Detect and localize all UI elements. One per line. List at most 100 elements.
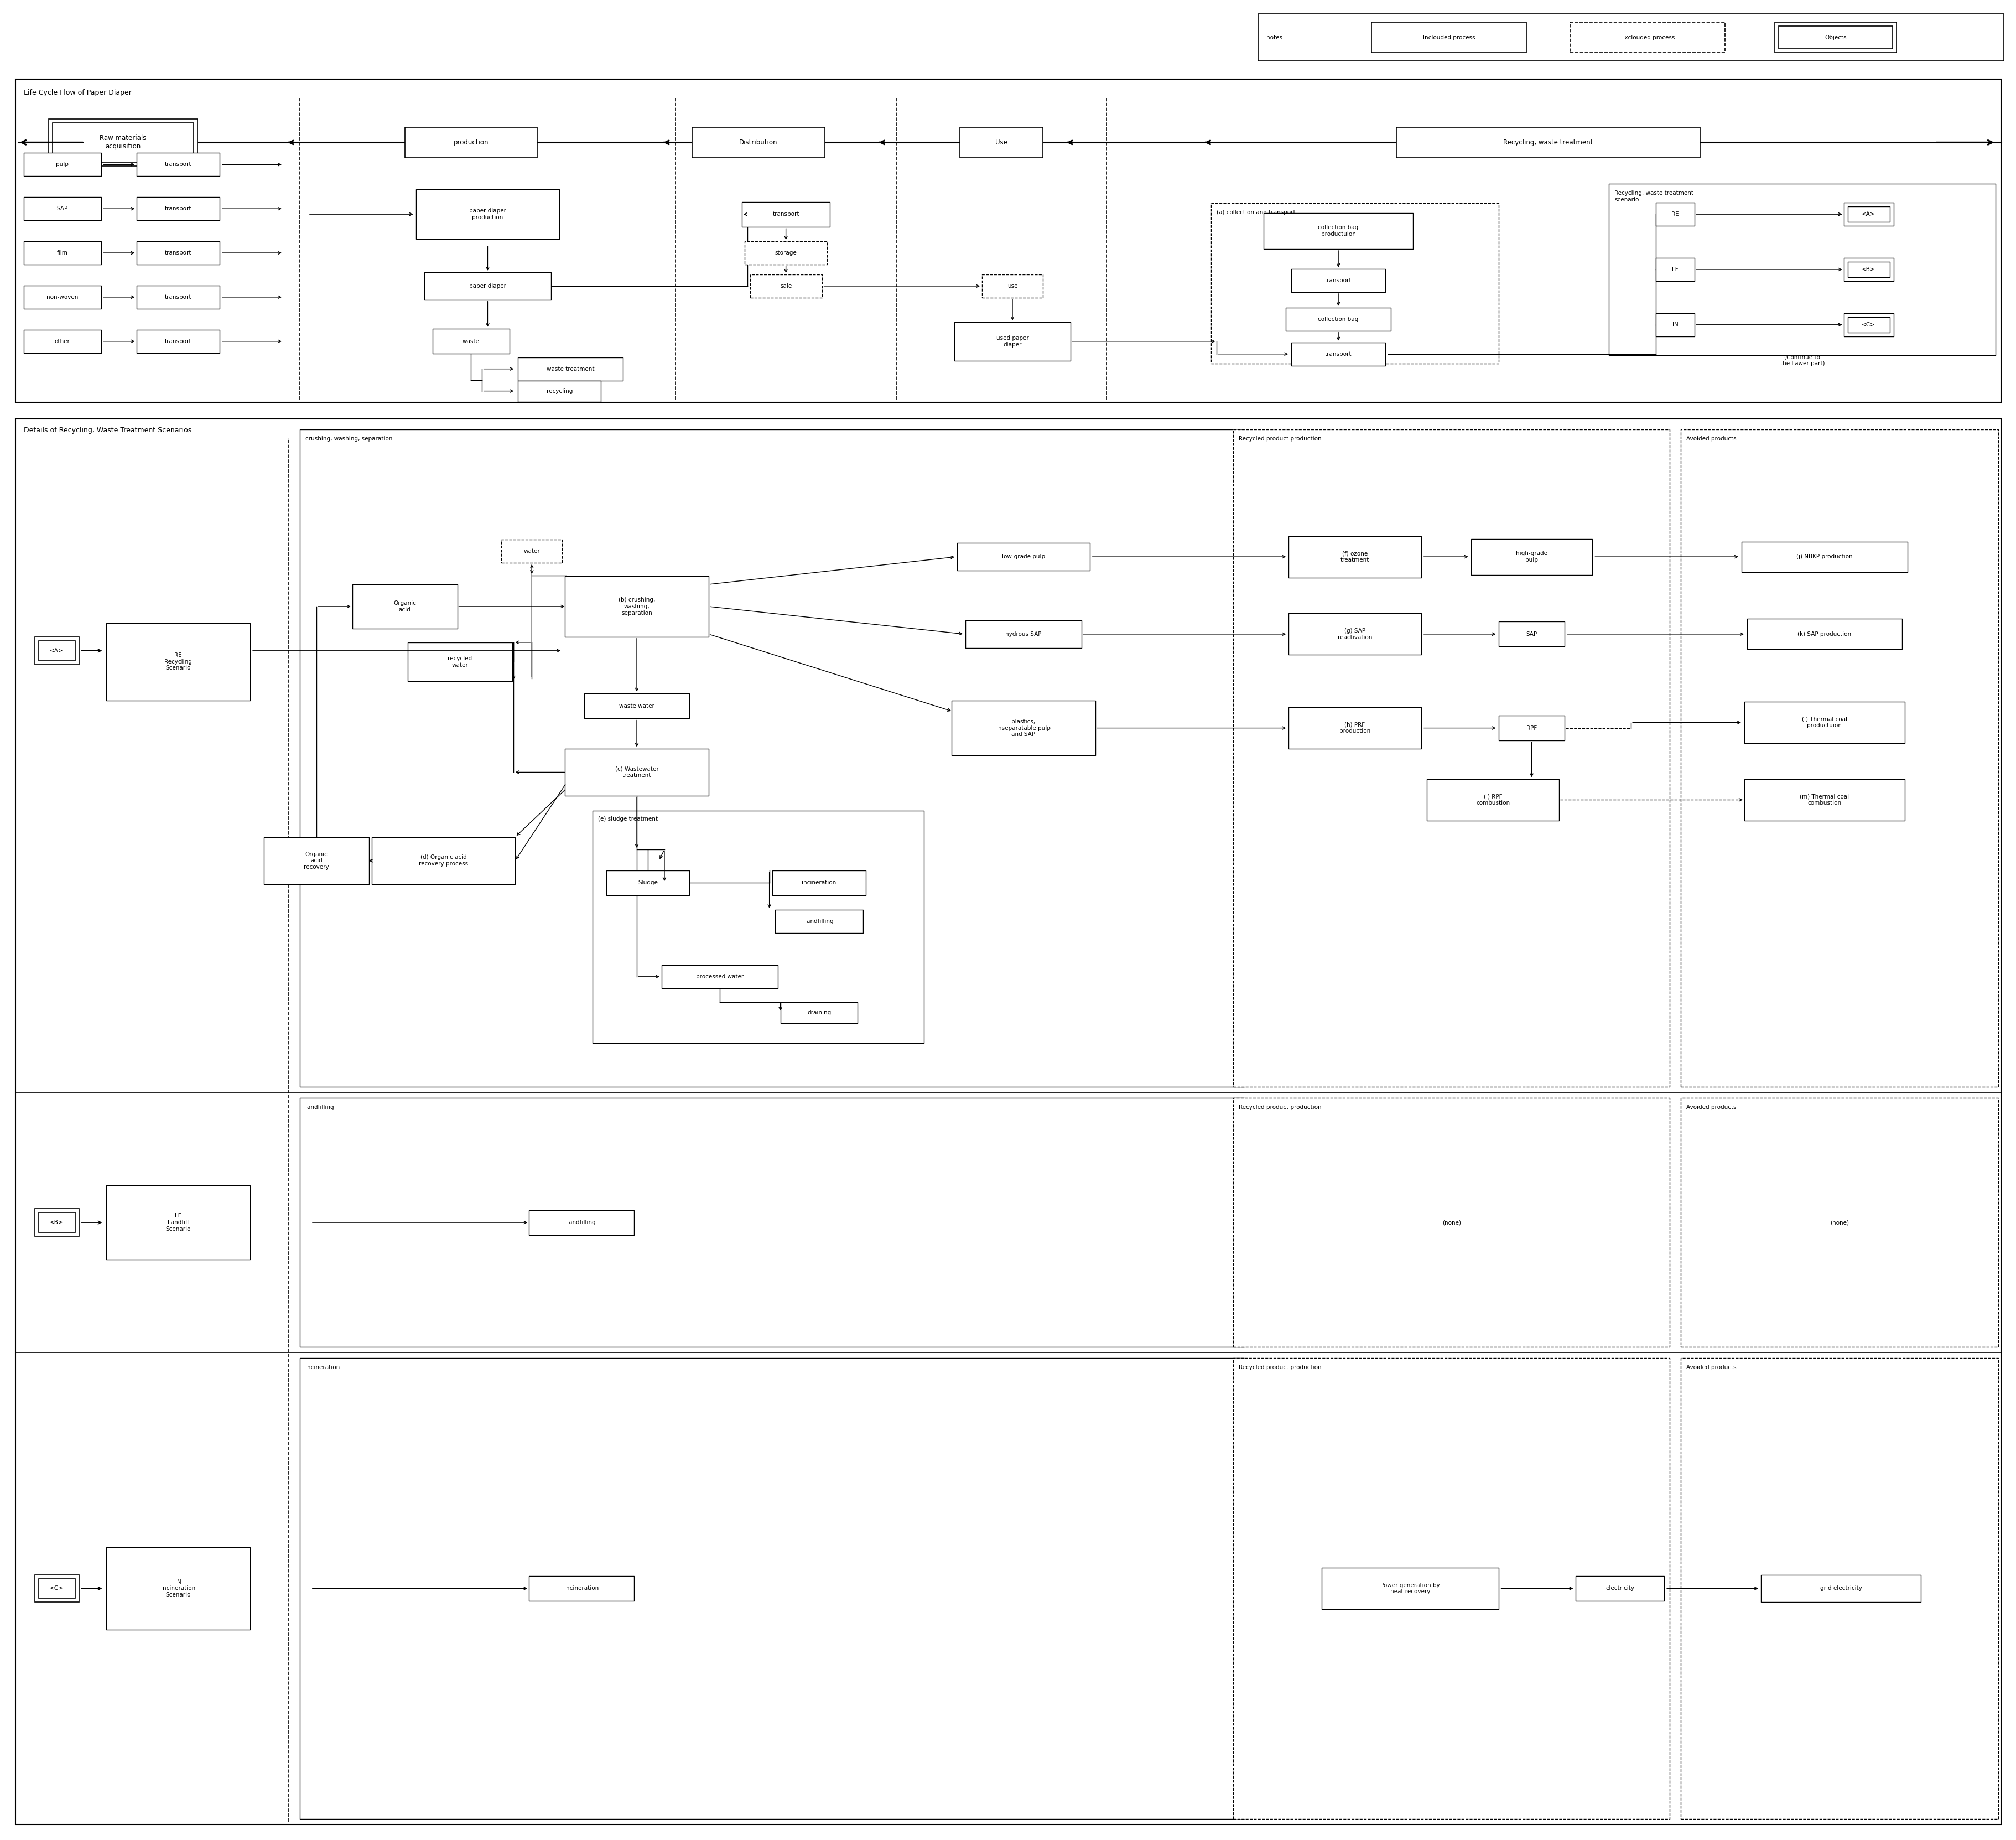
FancyBboxPatch shape [48,120,198,166]
FancyBboxPatch shape [34,637,79,664]
FancyBboxPatch shape [772,870,867,894]
FancyBboxPatch shape [300,431,1244,1087]
FancyBboxPatch shape [1778,26,1893,50]
Text: landfilling: landfilling [566,1220,597,1225]
Text: water: water [524,548,540,554]
FancyBboxPatch shape [1286,307,1391,331]
FancyBboxPatch shape [1472,539,1593,574]
Text: Sludge: Sludge [637,880,657,885]
Text: (f) ozone
treatment: (f) ozone treatment [1341,550,1369,563]
Text: Recycled product production: Recycled product production [1240,1365,1322,1371]
FancyBboxPatch shape [137,153,220,177]
FancyBboxPatch shape [1264,213,1413,248]
Text: (b) crushing,
washing,
separation: (b) crushing, washing, separation [619,598,655,616]
FancyBboxPatch shape [1742,541,1907,572]
Text: Recycled product production: Recycled product production [1240,1104,1322,1110]
FancyBboxPatch shape [24,153,101,177]
Text: <A>: <A> [1863,212,1875,217]
FancyBboxPatch shape [1427,778,1558,821]
Text: transport: transport [1325,278,1353,283]
FancyBboxPatch shape [564,749,708,795]
Text: incineration: incineration [304,1365,341,1371]
FancyBboxPatch shape [137,241,220,265]
FancyBboxPatch shape [1234,1098,1669,1347]
FancyBboxPatch shape [502,539,562,563]
FancyBboxPatch shape [371,837,516,883]
FancyBboxPatch shape [407,642,512,681]
Text: <B>: <B> [50,1220,65,1225]
FancyBboxPatch shape [564,576,708,637]
Text: (a) collection and transport: (a) collection and transport [1218,210,1296,215]
FancyBboxPatch shape [1397,127,1699,158]
Text: (g) SAP
reactivation: (g) SAP reactivation [1339,627,1373,640]
FancyBboxPatch shape [415,190,560,239]
FancyBboxPatch shape [1234,1358,1669,1820]
FancyBboxPatch shape [38,640,75,661]
Text: electricity: electricity [1605,1586,1635,1592]
FancyBboxPatch shape [1258,15,2004,61]
Text: Raw materials
acquisition: Raw materials acquisition [99,134,147,151]
Text: Recycling, waste treatment
scenario: Recycling, waste treatment scenario [1615,191,1693,202]
Text: (m) Thermal coal
combustion: (m) Thermal coal combustion [1800,793,1849,806]
Text: Avoided products: Avoided products [1685,436,1736,442]
FancyBboxPatch shape [1744,778,1905,821]
FancyBboxPatch shape [405,127,538,158]
FancyBboxPatch shape [1371,22,1526,53]
FancyBboxPatch shape [1292,342,1385,366]
FancyBboxPatch shape [24,329,101,353]
Text: pulp: pulp [56,162,69,167]
Text: processed water: processed water [696,973,744,979]
Text: Power generation by
heat recovery: Power generation by heat recovery [1381,1582,1439,1595]
Text: IN
Incineration
Scenario: IN Incineration Scenario [161,1579,196,1597]
FancyBboxPatch shape [954,322,1070,361]
Text: production: production [454,138,488,145]
FancyBboxPatch shape [1681,431,1998,1087]
Text: RE: RE [1671,212,1679,217]
Text: non-woven: non-woven [46,294,79,300]
FancyBboxPatch shape [742,202,831,226]
Text: (i) RPF
combustion: (i) RPF combustion [1476,793,1510,806]
Text: use: use [1008,283,1018,289]
FancyBboxPatch shape [744,241,827,265]
Text: Distribution: Distribution [740,138,778,145]
FancyBboxPatch shape [38,1579,75,1599]
Text: <C>: <C> [1861,322,1875,328]
FancyBboxPatch shape [1845,202,1893,226]
FancyBboxPatch shape [691,127,825,158]
FancyBboxPatch shape [982,274,1042,298]
FancyBboxPatch shape [1288,535,1421,578]
FancyBboxPatch shape [1845,313,1893,337]
Text: waste treatment: waste treatment [546,366,595,372]
FancyBboxPatch shape [38,1213,75,1233]
FancyBboxPatch shape [1847,261,1889,278]
FancyBboxPatch shape [1681,1358,1998,1820]
FancyBboxPatch shape [300,1358,1244,1820]
FancyBboxPatch shape [518,381,601,401]
FancyBboxPatch shape [528,1577,633,1601]
FancyBboxPatch shape [16,79,2002,403]
FancyBboxPatch shape [1655,202,1695,226]
Text: IN: IN [1673,322,1677,328]
FancyBboxPatch shape [1288,613,1421,655]
Text: Recycled product production: Recycled product production [1240,436,1322,442]
Text: <A>: <A> [50,648,65,653]
Text: (d) Organic acid
recovery process: (d) Organic acid recovery process [419,854,468,867]
FancyBboxPatch shape [52,123,194,162]
Text: transport: transport [165,339,192,344]
Text: (h) PRF
production: (h) PRF production [1339,721,1371,734]
FancyBboxPatch shape [24,285,101,309]
FancyBboxPatch shape [1845,258,1893,282]
Text: LF: LF [1671,267,1679,272]
Text: Recycling, waste treatment: Recycling, waste treatment [1504,138,1593,145]
Text: transport: transport [165,162,192,167]
Text: (j) NBKP production: (j) NBKP production [1796,554,1853,559]
FancyBboxPatch shape [1760,1575,1921,1603]
FancyBboxPatch shape [518,357,623,381]
FancyBboxPatch shape [1609,184,1996,355]
Text: SAP: SAP [1526,631,1538,637]
FancyBboxPatch shape [24,241,101,265]
FancyBboxPatch shape [300,1098,1244,1347]
Text: Organic
acid
recovery: Organic acid recovery [304,852,329,870]
FancyBboxPatch shape [750,274,823,298]
Text: notes: notes [1266,35,1282,40]
